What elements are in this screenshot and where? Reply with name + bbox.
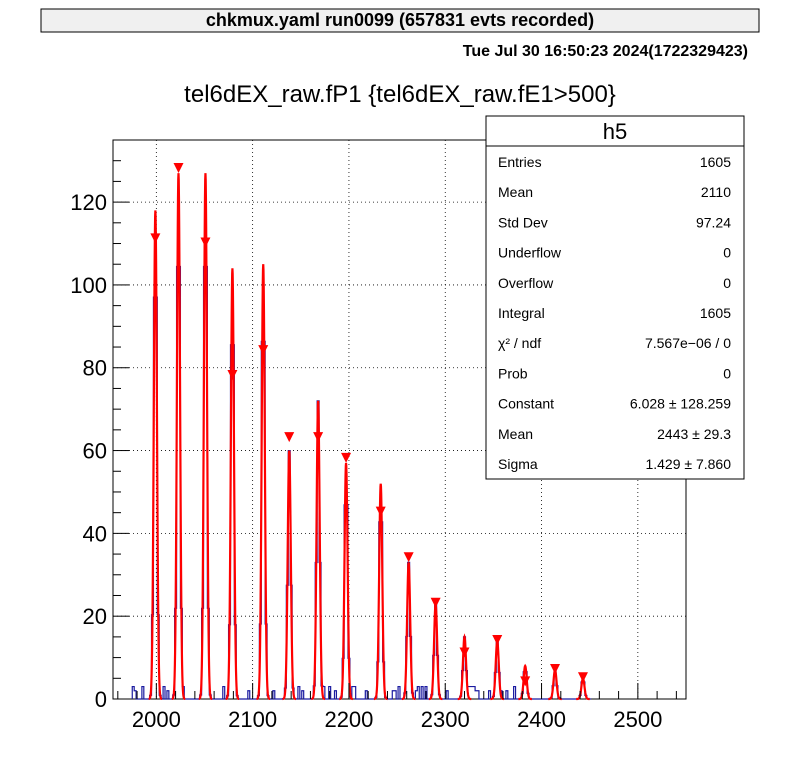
peak-marker [150,233,161,244]
x-tick-label: 2200 [324,707,373,732]
stats-label: Constant [498,396,554,412]
stats-value: 7.567e−06 / 0 [645,335,731,351]
stats-title: h5 [603,119,627,144]
peak-marker [403,552,414,563]
stats-value: 2443 ± 29.3 [657,426,731,442]
fit-curve [148,210,163,701]
stats-label: Underflow [498,245,562,261]
peak-marker [258,345,269,356]
stats-label: Overflow [498,275,554,291]
run-title: chkmux.yaml run0099 (657831 evts recorde… [206,10,594,30]
stats-box: h5 Entries 1605 Mean 2110 Std Dev 97.24 Underf… [485,115,745,480]
stats-value: 0 [723,245,731,261]
stats-label: Integral [498,305,545,321]
fit-curves [148,173,590,701]
stats-value: 6.028 ± 128.259 [630,396,731,412]
peak-marker [173,162,184,173]
y-tick-label: 100 [70,273,107,298]
fit-curve [256,264,271,701]
peak-marker [284,432,295,443]
y-tick-label: 40 [83,521,107,546]
run-title-box [40,8,760,33]
y-tick-label: 0 [95,687,107,712]
stats-label: Entries [498,154,542,170]
peak-marker [430,597,441,608]
stats-label: Sigma [498,456,538,472]
x-tick-label: 2000 [132,707,181,732]
fit-curve [373,483,388,701]
fit-curve [282,450,297,701]
peak-marker [200,237,211,248]
stats-label: Mean [498,184,533,200]
y-tick-label: 20 [83,604,107,629]
stats-value: 1605 [700,154,731,170]
fit-curve [548,668,562,701]
y-tick-label: 60 [83,439,107,464]
peak-marker [313,432,324,443]
peak-marker [341,452,352,463]
stats-value: 97.24 [696,214,731,230]
stats-label: Mean [498,426,533,442]
peak-marker [227,370,238,381]
fit-curve [198,173,213,701]
stats-value: 2110 [701,184,731,200]
stats-label: Prob [498,365,528,381]
peak-marker [520,676,531,687]
stats-label: χ² / ndf [498,335,541,351]
fit-curve [428,603,443,701]
stats-label: Std Dev [498,214,548,230]
fit-curve [311,400,325,701]
peak-markers [150,162,588,687]
x-tick-label: 2400 [517,707,566,732]
stats-value: 0 [723,365,731,381]
fit-curve [339,462,353,701]
y-tick-label: 120 [70,190,107,215]
stats-value: 0 [723,275,731,291]
fit-curve [225,268,240,701]
peak-marker [492,635,503,646]
peak-marker [550,664,561,675]
fit-curve [401,562,416,701]
fit-curve [171,173,186,701]
chart-title: tel6dEX_raw.fP1 {tel6dEX_raw.fE1>500} [184,81,616,108]
y-tick-label: 80 [83,356,107,381]
stats-value: 1.429 ± 7.860 [645,456,731,472]
axes: 2000 2100 2200 2300 2400 2500 0 20 40 60 80 100 120 [70,160,677,732]
peak-marker [375,506,386,517]
peak-marker [577,672,588,683]
fit-curve [457,633,472,701]
x-tick-label: 2300 [421,707,470,732]
peak-marker [459,647,470,658]
x-tick-label: 2500 [613,707,662,732]
timestamp: Tue Jul 30 16:50:23 2024(1722329423) [463,43,748,60]
fit-curve [518,663,532,701]
x-tick-label: 2100 [228,707,277,732]
stats-value: 1605 [700,305,731,321]
